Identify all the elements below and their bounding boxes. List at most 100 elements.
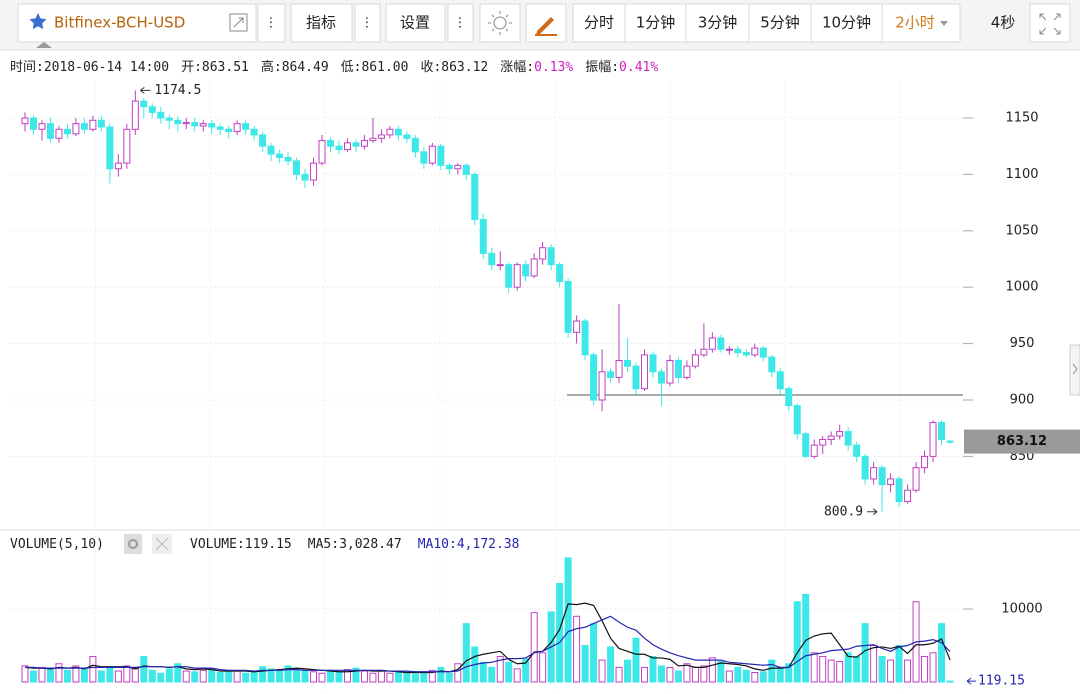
info-label: 振幅:: [585, 60, 619, 75]
indicator-button[interactable]: [290, 3, 353, 43]
star-icon[interactable]: [29, 13, 47, 30]
candle-body: [929, 422, 937, 457]
volume-bar: [700, 665, 708, 683]
y-tick-label: 1000: [1005, 280, 1038, 295]
volume-bar: [46, 668, 54, 683]
fullscreen-button[interactable]: [1029, 3, 1071, 43]
menu-button[interactable]: [257, 3, 286, 43]
period-label: 2小时: [895, 14, 935, 32]
volume-bar: [199, 669, 207, 683]
gear-icon: [128, 539, 138, 549]
volume-value: 119.15: [245, 537, 292, 552]
candle-body: [725, 348, 733, 351]
candle-body: [55, 128, 63, 139]
candle-body: [827, 435, 835, 440]
period-button[interactable]: [810, 3, 883, 43]
volume-bar: [420, 672, 428, 683]
candle-body: [530, 258, 538, 277]
max-label: 1174.5: [154, 83, 201, 98]
volume-bar: [394, 672, 402, 683]
volume-arrow: [966, 677, 976, 685]
volume-bar: [674, 670, 682, 683]
info-value: 0.41%: [619, 60, 658, 75]
volume-bar: [165, 668, 173, 683]
volume-bar: [437, 666, 445, 683]
volume-bar: [267, 668, 275, 683]
volume-bar: [810, 652, 818, 683]
volume-bar: [182, 670, 190, 683]
candle-body: [895, 478, 903, 502]
candle-body: [878, 467, 886, 486]
side-toggle[interactable]: [1069, 344, 1080, 396]
collapse-arrow[interactable]: [36, 42, 52, 48]
volume-bar: [131, 668, 139, 683]
candle-body: [734, 348, 742, 354]
candle-body: [946, 440, 954, 443]
info-label: 低:: [341, 60, 362, 75]
volume-bar: [649, 655, 657, 683]
info-value: 0.13%: [534, 60, 573, 75]
candle-body: [386, 128, 394, 136]
volume-bar: [751, 672, 759, 683]
candle-body: [352, 142, 360, 147]
candle-body: [80, 123, 88, 130]
volume-label: VOLUME:: [190, 537, 245, 552]
candle-body: [666, 360, 674, 384]
volume-bar: [590, 623, 598, 683]
volume-bar: [624, 659, 632, 683]
gear-button[interactable]: [124, 534, 142, 554]
popout-icon[interactable]: [229, 13, 248, 32]
candle-body: [208, 123, 216, 128]
volume-bar: [717, 661, 725, 683]
volume-bar: [734, 666, 742, 683]
sun-rays: [488, 11, 512, 35]
pen-icon: [536, 17, 554, 35]
volume-bar: [657, 665, 665, 683]
period-label: 10分钟: [822, 14, 871, 32]
candle-body: [335, 145, 343, 151]
menu-button[interactable]: [354, 3, 381, 43]
menu-dots: ⋮: [361, 16, 374, 31]
period-button[interactable]: [748, 3, 812, 43]
candle-body: [556, 264, 564, 283]
period-button[interactable]: [572, 3, 626, 43]
candle-body: [759, 347, 767, 358]
volume-bar: [615, 666, 623, 683]
candle-body: [768, 356, 776, 373]
symbol-button[interactable]: [17, 3, 257, 43]
candle-body: [437, 145, 445, 166]
price-tag: [964, 429, 1080, 454]
volume-bar: [411, 673, 419, 683]
info-label: 时间:: [10, 60, 44, 75]
candle-body: [607, 371, 615, 378]
candle-body: [844, 431, 852, 446]
price-tag-label: 863.12: [997, 434, 1047, 449]
volume-bar: [496, 655, 504, 683]
candle-body: [742, 352, 750, 356]
volume-bar: [233, 670, 241, 683]
candle-body: [327, 140, 335, 147]
volume-bar: [250, 672, 258, 683]
info-label: 高:: [261, 59, 282, 75]
volume-bar: [581, 645, 589, 683]
volume-bar: [310, 671, 318, 683]
period-button[interactable]: [685, 3, 750, 43]
volume-bar: [904, 659, 912, 683]
candle-body: [590, 354, 598, 401]
candle-body: [539, 247, 547, 260]
theme-button[interactable]: [479, 3, 521, 43]
menu-dots: ⋮: [265, 16, 278, 31]
indicator-label: 指标: [306, 14, 336, 32]
candle-body: [598, 371, 606, 401]
candle-body: [343, 142, 351, 151]
candle-body: [242, 123, 250, 130]
candle-body: [462, 164, 470, 175]
volume-bar: [725, 670, 733, 683]
menu-button[interactable]: [447, 3, 474, 43]
volume-bar: [513, 668, 521, 683]
period-button[interactable]: [881, 3, 961, 43]
volume-bar: [539, 652, 547, 683]
volume-title: VOLUME(5,10): [10, 537, 104, 552]
candle-body: [887, 478, 895, 486]
settings-button[interactable]: [385, 3, 446, 43]
